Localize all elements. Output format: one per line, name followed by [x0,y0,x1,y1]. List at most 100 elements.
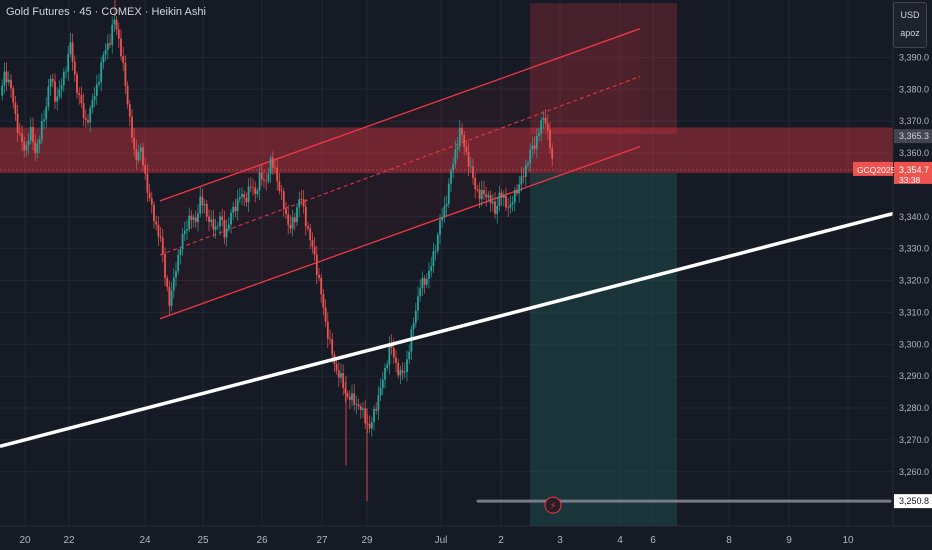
candle-body [56,96,59,102]
candles [1,14,554,437]
candle-body [265,180,268,182]
time-axis [0,526,932,550]
candle-body [348,396,351,401]
candle-body [104,50,107,55]
time-tick-label: 10 [842,535,854,546]
candle-body [287,213,290,225]
resistance-zone [0,127,893,174]
candle-body [21,133,23,143]
candle-body [243,193,246,198]
candle-body [377,395,380,411]
candle-body [54,81,56,102]
candle-body [199,196,202,214]
candle-body [16,113,19,133]
candle-body [137,151,140,161]
candle-body [188,215,191,230]
candle-body [3,71,6,86]
candle-body [344,388,347,394]
candle-body [315,254,318,275]
candle-body [322,294,325,308]
candle-body [518,184,521,194]
price-tick-label: 3,270.0 [899,435,929,445]
candle-body [293,217,296,223]
candle-body [181,234,184,250]
candle-body [139,147,142,152]
candle-body [527,163,529,166]
candle-body [40,121,43,140]
time-tick-label: 24 [139,535,151,546]
candle-body [505,195,507,208]
candle-body [153,204,155,222]
candle-body [221,216,224,221]
candle-body [469,166,472,168]
time-tick-label: 26 [256,535,268,546]
candle-body [289,224,292,229]
candle-body [186,229,188,231]
candle-body [157,224,160,237]
candle-body [150,198,153,205]
candle-body [36,143,39,154]
candle-body [34,142,37,154]
candle-body [436,234,439,251]
candle-body [205,203,208,217]
candle-body [236,199,239,212]
candle-body [73,61,76,75]
candle-body [430,266,433,271]
candle-body [7,79,10,83]
candle-body [412,323,415,330]
candle-body [252,187,254,189]
time-tick-label: Jul [435,535,448,546]
candle-body [269,157,272,174]
take-profit-zone [530,173,677,527]
stop-loss-zone [530,3,677,134]
candle-body [489,195,492,204]
candle-body [401,370,404,373]
price-tick-label: 3,260.0 [899,467,929,477]
price-tick-label: 3,320.0 [899,276,929,286]
candle-body [329,338,331,340]
candle-body [23,142,26,151]
candle-body [256,190,259,194]
time-tick-label: 8 [726,535,732,546]
ticker-label: GCQ2025 [857,165,896,175]
candle-body [230,212,232,225]
candle-body [450,170,452,184]
candle-body [542,118,545,121]
price-tick-label: 3,360.0 [899,148,929,158]
candle-body [45,106,48,120]
candle-body [335,363,338,371]
candle-body [274,167,276,169]
candle-body [461,127,463,135]
candle-body [353,393,356,405]
currency-label: USD [900,10,920,20]
candle-body [84,118,87,121]
candle-body [76,74,78,94]
candle-body [197,213,199,223]
price-tick-label: 3,330.0 [899,244,929,254]
candle-body [25,144,28,151]
candle-body [434,250,437,252]
candle-body [223,220,226,238]
candle-body [131,116,133,138]
candle-body [483,189,485,195]
candle-body [280,190,283,192]
time-tick-label: 25 [197,535,209,546]
candle-body [232,206,235,213]
candle-body [379,387,382,396]
candle-body [406,359,408,372]
candle-body [82,103,85,119]
candle-body [307,226,309,229]
candle-body [326,321,329,339]
candle-body [159,236,162,238]
candle-body [27,140,30,145]
candle-body [452,163,455,171]
candle-body [89,107,92,123]
candle-body [309,228,312,240]
last-price-label: 3,354.7 [899,165,929,175]
candle-body [445,203,448,207]
currency-button[interactable]: USD apoz [893,2,927,48]
candle-body [458,127,461,147]
candle-body [520,176,523,185]
